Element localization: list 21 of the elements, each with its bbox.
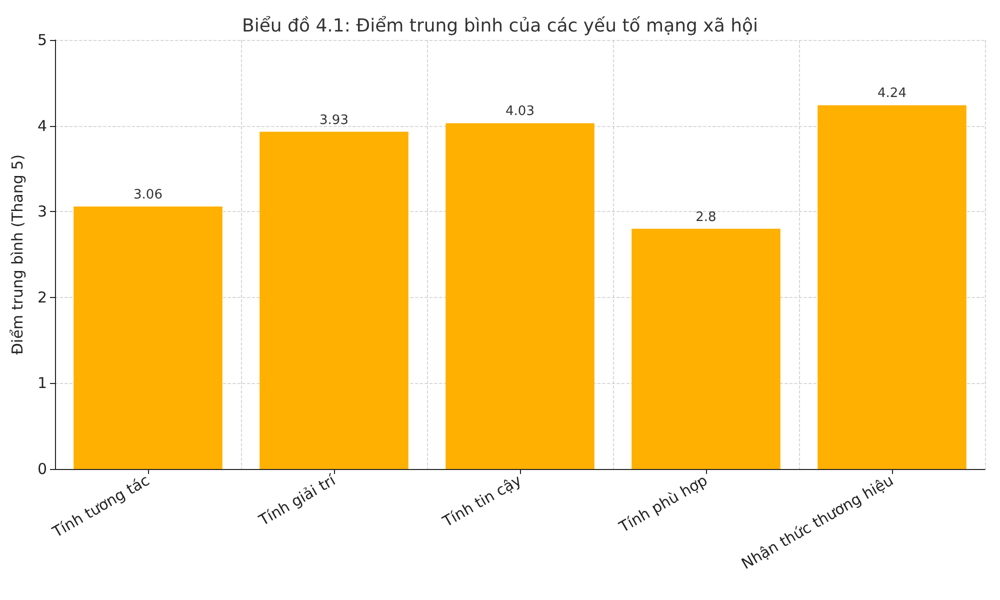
y-tick-label: 3 [37,202,47,221]
data-label: 2.8 [696,210,716,225]
y-tick-label: 2 [37,288,47,306]
y-tick-label: 4 [37,116,47,135]
chart-title: Biểu đồ 4.1: Điểm trung bình của các yếu tố mạng xã hội [242,16,758,36]
bar [632,228,780,469]
x-tick-label: Tính giải trí [254,470,340,530]
y-axis-title: Điểm trung bình (Thang 5) [8,154,26,355]
x-tick-label: Tính tin cậy [438,471,525,532]
y-tick-label: 0 [37,460,47,478]
bar [818,105,966,469]
y-tick-label: 1 [37,374,47,392]
data-label: 3.93 [320,112,348,128]
y-tick-label: 5 [37,31,47,49]
data-label: 4.24 [878,86,906,102]
bar [446,123,594,469]
data-label: 3.06 [134,187,162,202]
data-label: 4.03 [506,104,534,120]
bar [260,132,408,469]
x-tick-label: Tính phù hợp [615,471,710,537]
bar [74,206,222,469]
